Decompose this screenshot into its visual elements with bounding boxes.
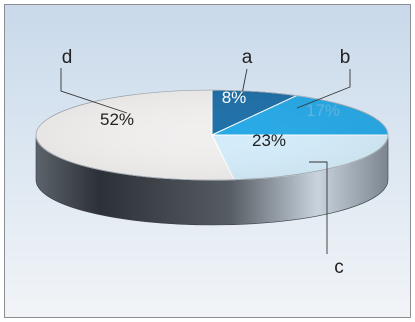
- leader-line-b: [296, 69, 351, 109]
- pie-top-outline: [35, 89, 389, 181]
- slice-category-label-c: c: [334, 257, 344, 278]
- slice-percent-label-b: 17%: [306, 101, 340, 120]
- slice-category-label-d: d: [62, 47, 73, 68]
- leader-line-c: [309, 161, 328, 254]
- leader-line-a: [240, 68, 248, 100]
- chart-frame: 8% 17% 23% 52% a b c d: [4, 4, 411, 318]
- pie-chart: 8% 17% 23% 52% a b c d: [35, 47, 389, 278]
- slice-category-label-a: a: [242, 47, 253, 68]
- slice-percent-label-c: 23%: [252, 131, 286, 150]
- slice-percent-label-d: 52%: [100, 110, 134, 129]
- slice-category-label-b: b: [340, 47, 351, 68]
- slice-percent-label-a: 8%: [222, 88, 247, 107]
- leader-line-d: [60, 68, 128, 114]
